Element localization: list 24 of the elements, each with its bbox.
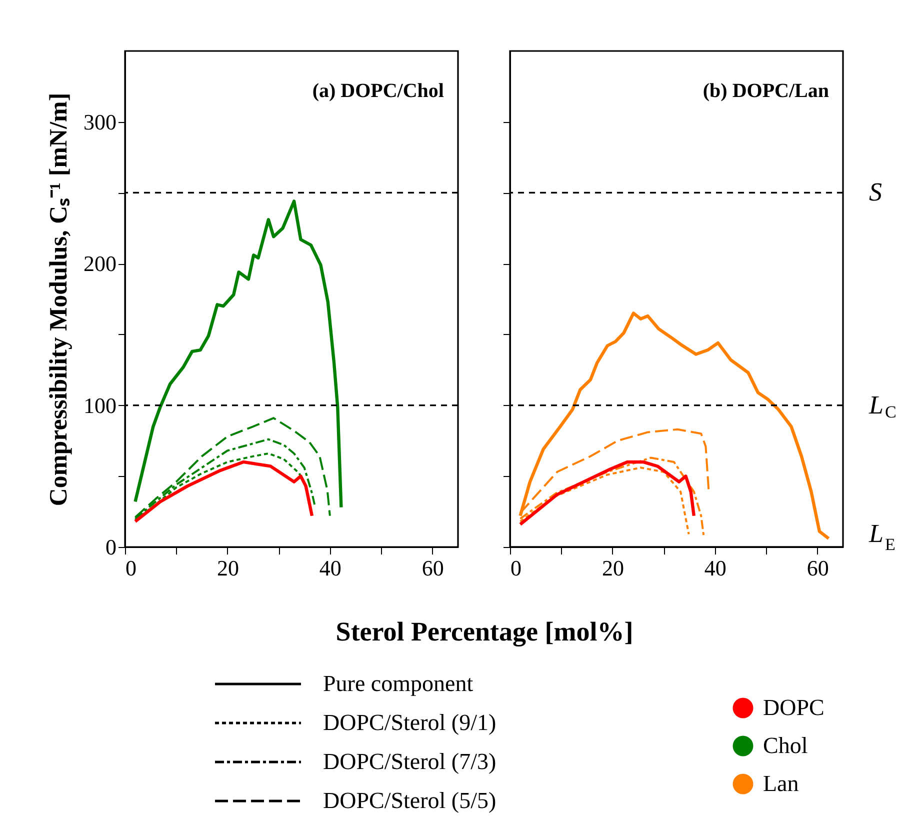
x-tick-label: 0 bbox=[510, 556, 522, 580]
x-tick-label: 60 bbox=[422, 556, 444, 580]
text: DOPC/Sterol (5/5) bbox=[323, 788, 496, 813]
y-tick-label: 100 bbox=[84, 392, 116, 418]
y-tick-label: 200 bbox=[84, 251, 116, 276]
legend-label: DOPC bbox=[763, 695, 824, 720]
text: Pure component bbox=[323, 671, 474, 696]
text: (a) DOPC/Chol bbox=[312, 80, 444, 102]
y-tick-label: 300 bbox=[84, 109, 116, 134]
x-tick-label: 0 bbox=[126, 556, 136, 580]
x-tick-label: 20 bbox=[216, 556, 239, 580]
text: DOPC/Sterol (9/1) bbox=[323, 710, 496, 735]
text: DOPC/Sterol (7/3) bbox=[323, 749, 496, 774]
legend-label: Chol bbox=[763, 733, 808, 758]
x-tick-label: 60 bbox=[806, 556, 829, 580]
text: (b) DOPC/Lan bbox=[702, 80, 829, 102]
y-tick-label: 0 bbox=[106, 534, 116, 560]
x-axis-title: Sterol Percentage [mol%] bbox=[336, 616, 634, 646]
legend-label: Lan bbox=[763, 771, 800, 796]
x-tick-label: 20 bbox=[602, 556, 624, 580]
x-tick-label: 40 bbox=[704, 556, 726, 580]
ref-line-label: S bbox=[869, 178, 882, 207]
y-axis-title: Compressibility Modulus, Cₛ⁻¹ [mN/m] bbox=[46, 92, 72, 506]
x-tick-label: 40 bbox=[319, 556, 342, 580]
